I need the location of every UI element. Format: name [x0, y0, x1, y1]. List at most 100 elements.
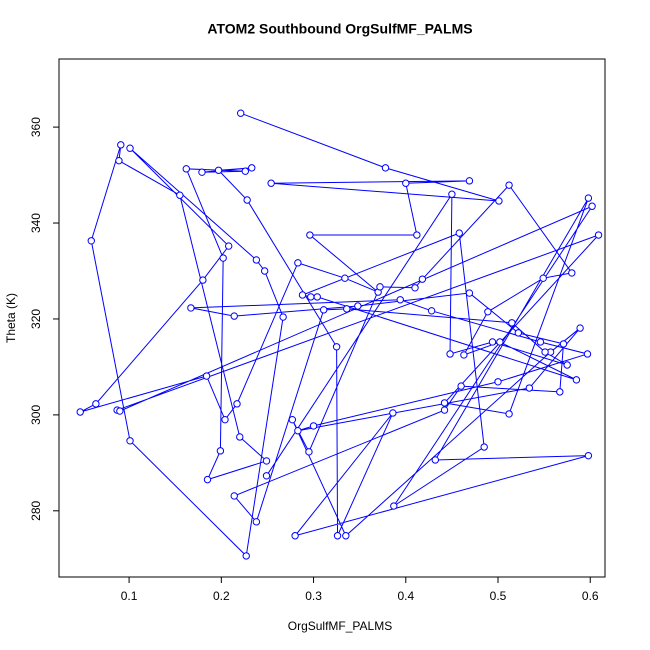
data-point [225, 242, 233, 250]
data-point [389, 409, 397, 417]
data-point [440, 406, 449, 414]
data-point [262, 472, 271, 480]
y-tick-label: 360 [29, 117, 43, 137]
data-point [117, 141, 125, 149]
data-point [568, 269, 576, 277]
data-point [381, 164, 390, 172]
data-point [309, 422, 318, 430]
data-point [431, 456, 439, 464]
data-point [248, 164, 256, 172]
data-point [354, 302, 362, 310]
chart-title: ATOM2 Southbound OrgSulfMF_PALMS [207, 21, 472, 37]
data-point [583, 350, 592, 358]
data-point [495, 197, 503, 205]
data-point [584, 194, 593, 202]
data-point [572, 376, 581, 384]
data-point [306, 231, 314, 239]
data-point [288, 415, 297, 424]
data-point [455, 229, 463, 237]
data-point [219, 254, 227, 262]
data-point [294, 259, 302, 267]
data-point [216, 447, 225, 455]
data-point [214, 166, 223, 174]
data-point [319, 306, 328, 314]
data-point [342, 532, 350, 540]
data-point [494, 378, 502, 386]
y-tick-label: 320 [29, 309, 43, 329]
data-point [376, 283, 384, 291]
x-tick-label: 0.6 [582, 589, 599, 603]
data-point [465, 289, 474, 297]
data-point [332, 343, 341, 351]
y-axis-label: Theta (K) [4, 293, 18, 343]
data-point [291, 532, 299, 540]
data-point [203, 475, 212, 484]
data-point [92, 400, 100, 408]
data-point [252, 518, 261, 526]
data-point [233, 400, 241, 408]
data-point [446, 350, 454, 358]
data-point [126, 437, 134, 445]
x-tick-label: 0.3 [305, 589, 322, 603]
data-point [525, 384, 534, 392]
data-point [252, 256, 261, 264]
y-tick-label: 300 [29, 405, 43, 425]
data-point [333, 532, 342, 540]
data-point [267, 179, 275, 187]
data-point [307, 293, 315, 301]
data-point [241, 167, 250, 175]
data-point [541, 348, 549, 356]
data-point [427, 307, 436, 315]
data-point [460, 351, 468, 359]
data-point [115, 156, 123, 165]
x-tick-label: 0.1 [121, 589, 138, 603]
plot-frame [58, 58, 606, 578]
data-point [594, 231, 603, 239]
data-point [176, 191, 184, 199]
data-point [418, 275, 427, 283]
data-point [76, 408, 84, 416]
data-point [199, 276, 207, 284]
data-point [539, 274, 547, 282]
data-point [341, 274, 349, 282]
data-point [556, 388, 564, 396]
data-point [584, 451, 593, 460]
data-point [343, 305, 351, 313]
data-point [305, 448, 313, 456]
data-point [440, 399, 449, 407]
data-point [126, 144, 134, 152]
data-point [484, 308, 492, 316]
data-point [187, 304, 195, 312]
y-tick-label: 340 [29, 213, 43, 233]
data-point [182, 165, 190, 173]
data-point [230, 492, 238, 500]
data-point [536, 338, 545, 346]
x-axis-label: OrgSulfMF_PALMS [288, 619, 392, 633]
data-point [480, 443, 488, 451]
data-point [457, 382, 465, 390]
data-point [576, 324, 584, 332]
data-point [198, 168, 206, 176]
data-point [236, 109, 245, 117]
x-tick-label: 0.4 [397, 589, 414, 603]
data-point [262, 457, 271, 465]
data-point [202, 372, 211, 380]
data-point [514, 329, 523, 337]
data-point [313, 293, 321, 301]
data-point [488, 338, 497, 346]
data-point [260, 267, 269, 275]
data-point [236, 433, 244, 441]
data-point [465, 177, 474, 185]
data-point [559, 340, 568, 348]
data-point [298, 291, 307, 299]
data-point [505, 410, 513, 418]
data-point [413, 231, 421, 239]
data-point [448, 190, 456, 198]
data-point [505, 181, 513, 189]
data-point [116, 407, 124, 415]
x-tick-label: 0.5 [490, 589, 507, 603]
data-point [402, 179, 410, 187]
data-point [508, 319, 516, 327]
data-point [588, 202, 596, 210]
